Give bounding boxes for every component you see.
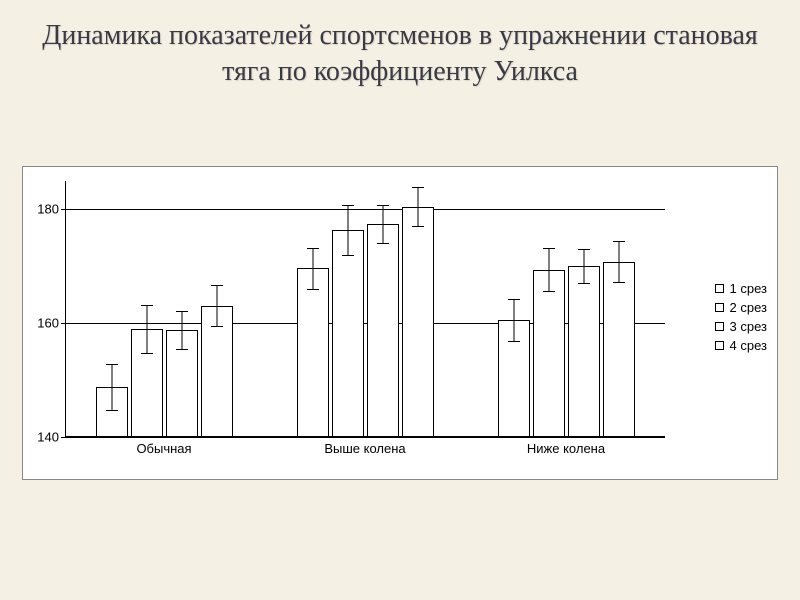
error-bar xyxy=(548,248,549,291)
y-tickmark xyxy=(61,209,65,210)
gridline xyxy=(65,437,665,438)
chart-title: Динамика показателей спортсменов в упраж… xyxy=(0,0,800,91)
legend-label: 3 срез xyxy=(730,319,767,334)
error-bar xyxy=(513,299,514,341)
error-cap xyxy=(508,299,520,300)
y-tick-label: 160 xyxy=(27,316,59,331)
chart-container: 140160180ОбычнаяВыше коленаНиже колена 1… xyxy=(22,166,778,480)
gridline xyxy=(65,209,665,210)
error-cap xyxy=(211,326,223,327)
legend-label: 4 срез xyxy=(730,338,767,353)
error-cap xyxy=(613,282,625,283)
error-bar xyxy=(146,305,147,353)
error-cap xyxy=(141,353,153,354)
error-bar xyxy=(583,249,584,283)
error-cap xyxy=(613,241,625,242)
category-label: Выше колена xyxy=(324,441,405,456)
bar xyxy=(603,262,635,437)
error-cap xyxy=(106,364,118,365)
error-bar xyxy=(347,205,348,255)
error-cap xyxy=(176,349,188,350)
error-cap xyxy=(508,341,520,342)
legend-item: 1 срез xyxy=(715,281,767,296)
legend: 1 срез 2 срез 3 срез 4 срез xyxy=(715,277,767,357)
error-cap xyxy=(211,285,223,286)
legend-item: 2 срез xyxy=(715,300,767,315)
error-cap xyxy=(342,205,354,206)
error-bar xyxy=(216,285,217,326)
legend-swatch xyxy=(715,322,724,331)
legend-item: 4 срез xyxy=(715,338,767,353)
error-bar xyxy=(618,241,619,282)
error-cap xyxy=(543,248,555,249)
error-cap xyxy=(543,291,555,292)
y-tickmark xyxy=(61,323,65,324)
error-cap xyxy=(578,249,590,250)
legend-label: 1 срез xyxy=(730,281,767,296)
error-bar xyxy=(181,311,182,349)
bar xyxy=(332,230,364,437)
y-tick-label: 180 xyxy=(27,202,59,217)
legend-swatch xyxy=(715,303,724,312)
error-cap xyxy=(412,187,424,188)
y-axis xyxy=(65,181,66,437)
bar xyxy=(568,266,600,437)
legend-item: 3 срез xyxy=(715,319,767,334)
error-cap xyxy=(106,410,118,411)
category-label: Ниже колена xyxy=(527,441,605,456)
legend-label: 2 срез xyxy=(730,300,767,315)
error-cap xyxy=(307,289,319,290)
error-bar xyxy=(382,205,383,243)
category-label: Обычная xyxy=(136,441,191,456)
error-cap xyxy=(342,255,354,256)
error-bar xyxy=(417,187,418,226)
y-tick-label: 140 xyxy=(27,430,59,445)
plot-area: 140160180ОбычнаяВыше коленаНиже колена xyxy=(65,181,665,437)
error-cap xyxy=(578,283,590,284)
legend-swatch xyxy=(715,341,724,350)
error-cap xyxy=(141,305,153,306)
error-cap xyxy=(412,226,424,227)
bar xyxy=(367,224,399,437)
error-cap xyxy=(176,311,188,312)
y-tickmark xyxy=(61,437,65,438)
error-cap xyxy=(377,205,389,206)
bar xyxy=(297,268,329,437)
bar xyxy=(402,207,434,437)
error-bar xyxy=(312,248,313,289)
legend-swatch xyxy=(715,284,724,293)
error-cap xyxy=(307,248,319,249)
error-cap xyxy=(377,243,389,244)
bar xyxy=(533,270,565,437)
error-bar xyxy=(111,364,112,410)
